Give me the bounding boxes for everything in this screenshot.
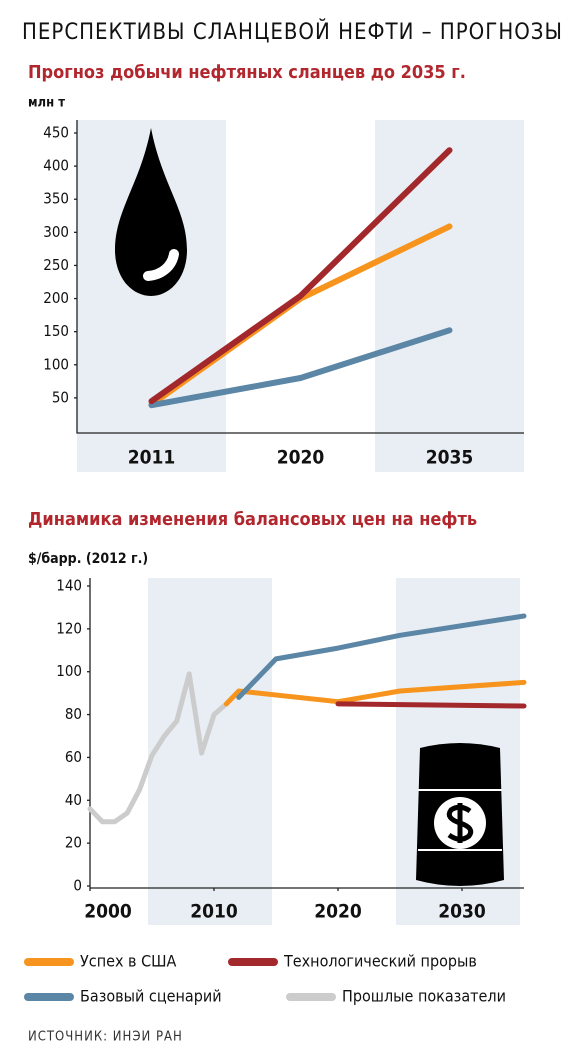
axis (76, 120, 524, 434)
y-tick-label: 20 (65, 834, 82, 852)
y-tick-label: 140 (56, 577, 82, 595)
y-tick-label: 450 (43, 124, 69, 142)
oil-drop-icon (115, 128, 187, 296)
y-tick-label: 80 (65, 705, 82, 723)
dollar-sign (446, 803, 474, 843)
band (375, 120, 524, 472)
x-tick-label: 2011 (128, 447, 176, 469)
chart-title: Динамика изменения балансовых цен на неф… (28, 509, 477, 530)
y-tick-label: 150 (43, 322, 69, 340)
source: ИСТОЧНИК: ИНЭИ РАН (28, 1030, 183, 1045)
band (148, 578, 272, 925)
legend-label: Базовый сценарий (80, 987, 222, 1006)
x-tick-label: 2020 (277, 447, 325, 469)
y-tick-label: 40 (65, 791, 82, 809)
series-line (148, 147, 453, 405)
y-tick-label: 120 (56, 619, 82, 637)
y-tick-label: 200 (43, 289, 69, 307)
chart-title: Прогноз добычи нефтяных сланцев до 2035 … (28, 62, 466, 83)
legend-label: Успех в США (80, 952, 177, 971)
page-title: ПЕРСПЕКТИВЫ СЛАНЦЕВОЙ НЕФТИ – ПРОГНОЗЫ (22, 19, 563, 45)
y-tick-label: 350 (43, 190, 69, 208)
y-tick-label: 60 (65, 748, 82, 766)
y-tick-label: 250 (43, 256, 69, 274)
y-tick-label: 100 (43, 355, 69, 373)
x-tick-label: 2000 (84, 901, 132, 923)
x-tick-label: 2010 (190, 901, 238, 923)
y-tick-label: 0 (73, 877, 82, 895)
series-line (236, 613, 527, 700)
y-axis-label: $/барр. (2012 г.) (28, 551, 148, 567)
y-axis-label: млн т (28, 96, 65, 111)
y-tick-label: 100 (56, 662, 82, 680)
legend-label: Прошлые показатели (342, 987, 506, 1006)
x-tick-label: 2030 (438, 901, 486, 923)
drop-highlight (143, 249, 179, 281)
y-tick-label: 300 (43, 223, 69, 241)
series-line (335, 701, 527, 709)
y-tick-label: 50 (52, 388, 69, 406)
x-tick-label: 2035 (426, 447, 474, 469)
series-line (148, 327, 453, 409)
legend-label: Технологический прорыв (283, 952, 477, 971)
barrel-icon (416, 743, 504, 886)
y-tick-label: 400 (43, 157, 69, 175)
x-tick-label: 2020 (314, 901, 362, 923)
series-line (87, 671, 229, 825)
